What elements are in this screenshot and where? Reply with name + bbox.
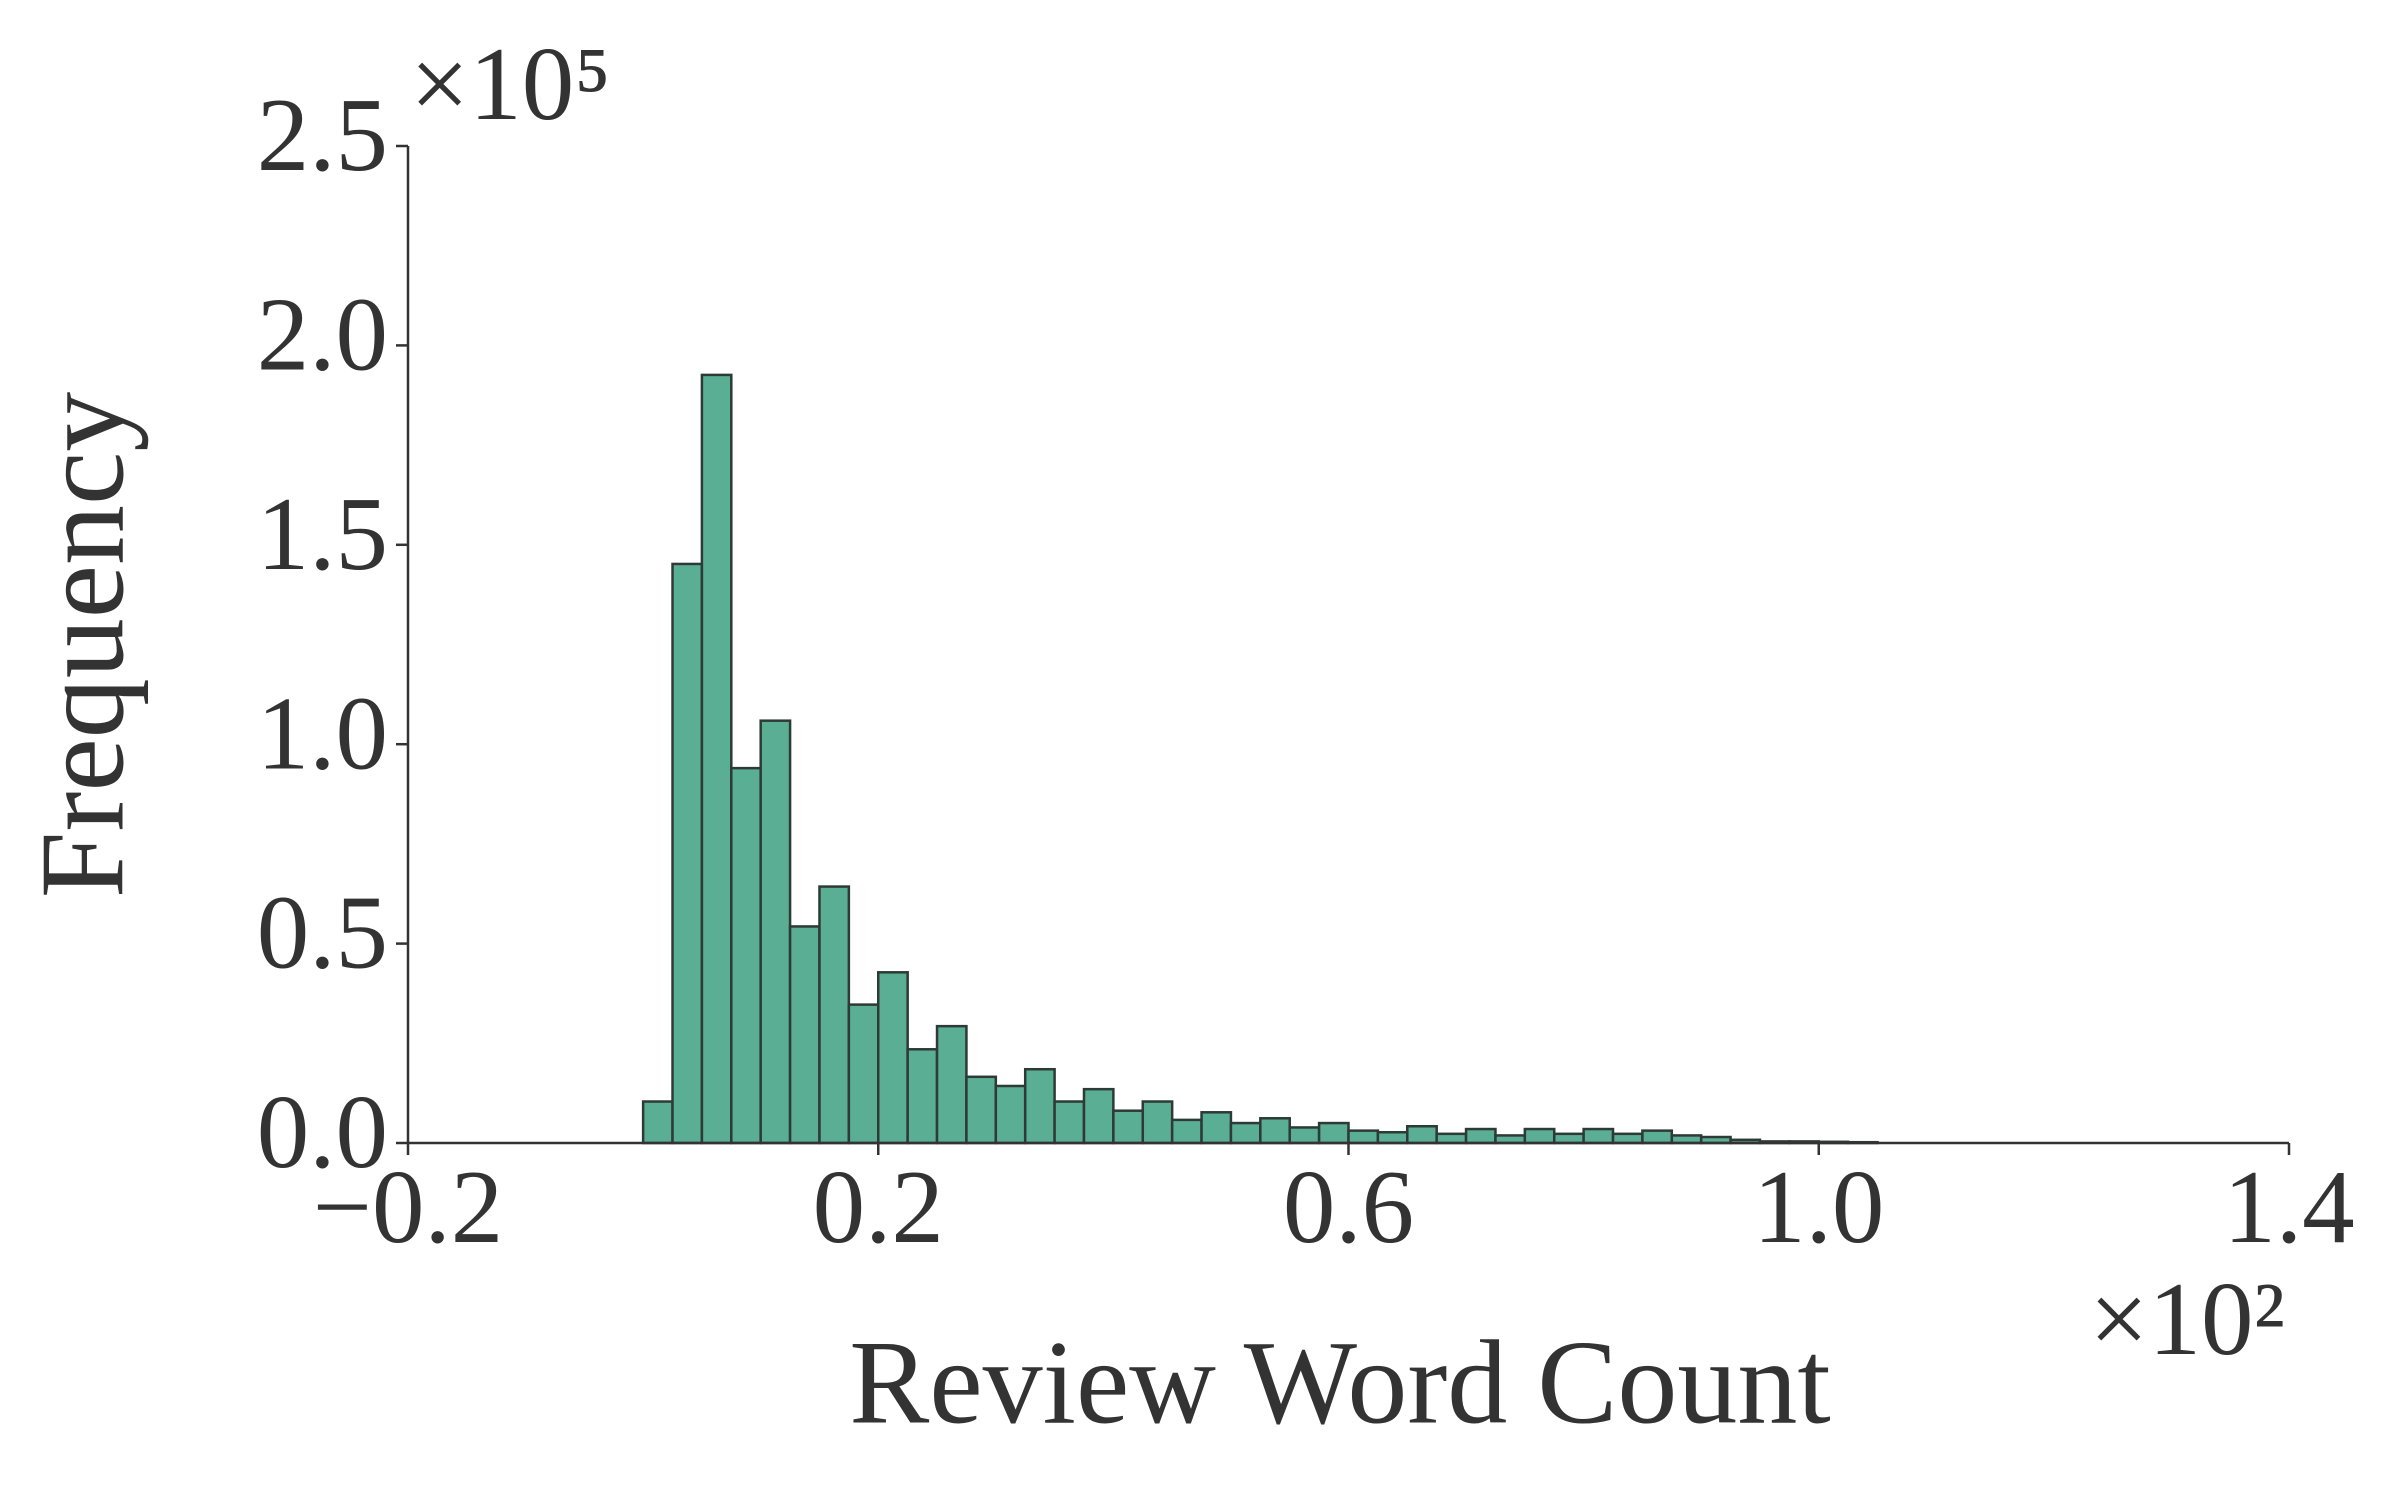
bar [1464,1127,1497,1145]
bar [759,719,792,1145]
bar [1582,1127,1615,1145]
bar [1288,1126,1321,1145]
bar [1082,1087,1115,1145]
bar [818,885,851,1145]
bar [700,373,733,1145]
y-axis-label: Frequency [16,392,149,898]
bar [1376,1130,1409,1145]
bar [1641,1129,1674,1145]
bar [671,562,704,1145]
x-tick-label: 0.2 [813,1148,944,1265]
bar [1406,1125,1438,1145]
y-tick-label: 2.5 [257,76,388,193]
x-tick-label: −0.2 [313,1148,503,1265]
x-tick-label: 0.6 [1283,1148,1414,1265]
y-offset-text: ×10⁵ [410,25,611,142]
bar [1141,1100,1174,1145]
bar [906,1048,939,1145]
bar [1200,1111,1233,1145]
bar [1611,1132,1644,1145]
y-tick-label: 0.5 [257,874,388,991]
bar [641,1100,674,1145]
x-offset-text: ×10² [2089,1260,2285,1377]
bar [935,1024,968,1145]
y-tick-label: 1.0 [257,674,388,791]
x-tick-label: 1.0 [1753,1148,1884,1265]
bar [847,1003,880,1145]
bar [1229,1121,1262,1145]
bar [788,925,821,1145]
x-axis-label: Review Word Count [849,1316,1830,1449]
bar [1170,1118,1203,1145]
bar [1317,1121,1350,1145]
y-tick-label: 0.0 [257,1073,388,1190]
bar [877,971,909,1145]
bar [730,766,762,1145]
bar [1523,1127,1556,1145]
bar [1552,1132,1585,1145]
y-tick-label: 1.5 [257,475,388,592]
x-tick-label: 1.4 [2223,1148,2354,1265]
bar [1259,1117,1291,1145]
bar [1112,1109,1145,1145]
bar [1435,1132,1468,1145]
bar [1347,1129,1380,1145]
bar [965,1075,998,1145]
y-tick-label: 2.0 [257,275,388,392]
bar [1023,1067,1056,1145]
bar [994,1084,1027,1145]
bar [1053,1100,1086,1145]
